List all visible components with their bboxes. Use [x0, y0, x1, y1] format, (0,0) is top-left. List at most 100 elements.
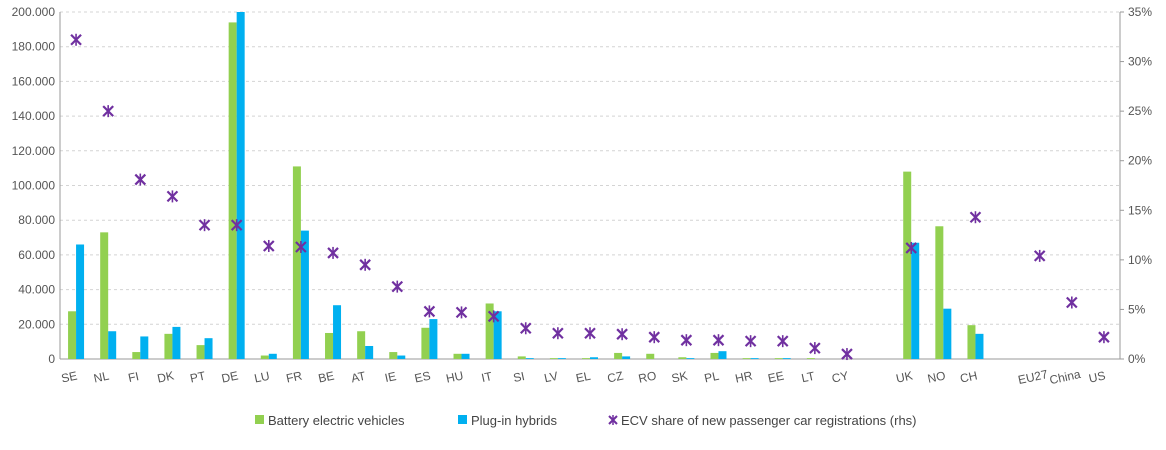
bev-bar-ES	[421, 327, 430, 359]
phev-bar-CZ	[622, 356, 631, 359]
phev-bar-IT	[493, 311, 502, 359]
share-marker-HR	[744, 335, 757, 348]
bev-bar-NL	[100, 232, 109, 359]
bev-bar-RO	[646, 353, 655, 359]
share-marker-BE	[327, 246, 339, 259]
share-marker-CY	[841, 348, 853, 361]
left-tick-label: 20.000	[18, 317, 55, 331]
category-label-EU27: EU27	[1017, 367, 1050, 387]
category-label-LU: LU	[253, 369, 271, 386]
share-marker-CZ	[616, 328, 628, 341]
category-label-DK: DK	[156, 369, 175, 386]
bev-bar-FR	[292, 166, 301, 359]
category-label-UK: UK	[895, 369, 914, 386]
share-marker-NL	[102, 105, 114, 118]
share-marker-China	[1066, 296, 1078, 309]
share-marker-SE	[70, 33, 82, 46]
category-label-SK: SK	[670, 369, 689, 386]
category-label-EL: EL	[575, 369, 593, 386]
share-marker-EU27	[1033, 249, 1046, 262]
bev-bar-CH	[967, 325, 976, 359]
share-marker-LU	[263, 239, 275, 252]
share-marker-UK	[905, 241, 917, 254]
category-label-IE: IE	[383, 369, 397, 385]
bev-bar-DE	[228, 22, 237, 359]
share-marker-AT	[359, 258, 371, 271]
share-marker-HU	[455, 306, 468, 319]
left-tick-label: 200.000	[12, 5, 56, 19]
category-label-LT: LT	[800, 369, 816, 386]
category-label-China: China	[1048, 367, 1082, 387]
share-marker-LV	[552, 327, 564, 340]
phev-bar-DK	[172, 326, 181, 359]
share-marker-SK	[680, 334, 693, 347]
phev-bar-PT	[204, 338, 213, 359]
phev-bar-NO	[943, 308, 952, 359]
share-marker-CH	[969, 211, 982, 224]
bev-bar-CZ	[614, 352, 623, 359]
legend: Battery electric vehicles Plug-in hybrid…	[255, 413, 917, 428]
category-label-RO: RO	[637, 368, 658, 385]
bars	[68, 12, 984, 359]
category-label-HU: HU	[445, 368, 465, 385]
bev-bar-BE	[325, 332, 334, 359]
phev-bar-NL	[108, 331, 117, 359]
category-label-CH: CH	[959, 368, 979, 385]
left-tick-label: 180.000	[12, 40, 56, 54]
phev-bar-UK	[911, 242, 920, 359]
right-tick-label: 5%	[1128, 302, 1146, 316]
share-marker-SI	[519, 322, 532, 335]
legend-swatch-phev	[458, 415, 467, 424]
bev-bar-DK	[164, 333, 173, 359]
right-tick-label: 30%	[1128, 55, 1152, 69]
bev-bar-LT	[806, 358, 815, 359]
bev-bar-EL	[582, 358, 590, 359]
phev-bar-EE	[782, 358, 791, 359]
legend-label-share: ECV share of new passenger car registrat…	[621, 413, 917, 428]
phev-bar-ES	[429, 319, 438, 359]
legend-label-bev: Battery electric vehicles	[268, 413, 405, 428]
gridlines	[60, 11, 1120, 325]
category-label-FR: FR	[285, 369, 304, 386]
category-labels: SE NL FI DK PT DE LU FR BE AT IE ES HU IT SI LV EL CZ RO SK…	[60, 367, 1107, 387]
bev-bar-NO	[935, 226, 944, 359]
category-label-LV: LV	[543, 369, 559, 386]
right-tick-label: 20%	[1128, 154, 1152, 168]
left-tick-label: 40.000	[18, 283, 55, 297]
category-label-FI: FI	[127, 369, 140, 385]
bev-bar-SI	[517, 356, 526, 359]
category-label-CZ: CZ	[606, 369, 625, 386]
left-tick-label: 160.000	[12, 74, 56, 88]
category-label-SE: SE	[60, 369, 79, 386]
share-marker-PL	[712, 334, 725, 347]
legend-swatch-bev	[255, 415, 264, 424]
category-label-NL: NL	[92, 369, 110, 386]
right-tick-label: 10%	[1128, 253, 1152, 267]
share-marker-RO	[648, 331, 661, 344]
phev-bar-PL	[718, 351, 727, 359]
phev-bar-FR	[300, 230, 309, 359]
left-tick-label: 140.000	[12, 109, 56, 123]
phev-bar-FI	[140, 336, 149, 359]
legend-marker-share	[608, 415, 618, 425]
share-marker-FR	[295, 240, 307, 253]
bev-bar-SE	[68, 311, 77, 359]
category-label-IT: IT	[480, 369, 494, 385]
share-marker-IT	[487, 310, 500, 323]
category-label-BE: BE	[317, 369, 336, 386]
right-tick-label: 15%	[1128, 203, 1152, 217]
bev-bar-LV	[549, 358, 558, 359]
share-marker-DK	[166, 190, 179, 203]
phev-bar-IE	[397, 355, 406, 359]
phev-bar-LU	[268, 353, 277, 359]
category-label-AT: AT	[350, 369, 368, 386]
bev-bar-IT	[485, 303, 494, 359]
category-label-CY: CY	[831, 369, 850, 386]
category-label-DE: DE	[220, 369, 239, 386]
phev-bar-SK	[686, 358, 695, 359]
left-axis-ticks: 0 20.000 40.000 60.000 80.000 100.000 120.000 1…	[12, 5, 56, 366]
bev-bar-LU	[260, 355, 269, 359]
bev-bar-AT	[357, 331, 366, 359]
phev-bar-SE	[76, 244, 85, 359]
